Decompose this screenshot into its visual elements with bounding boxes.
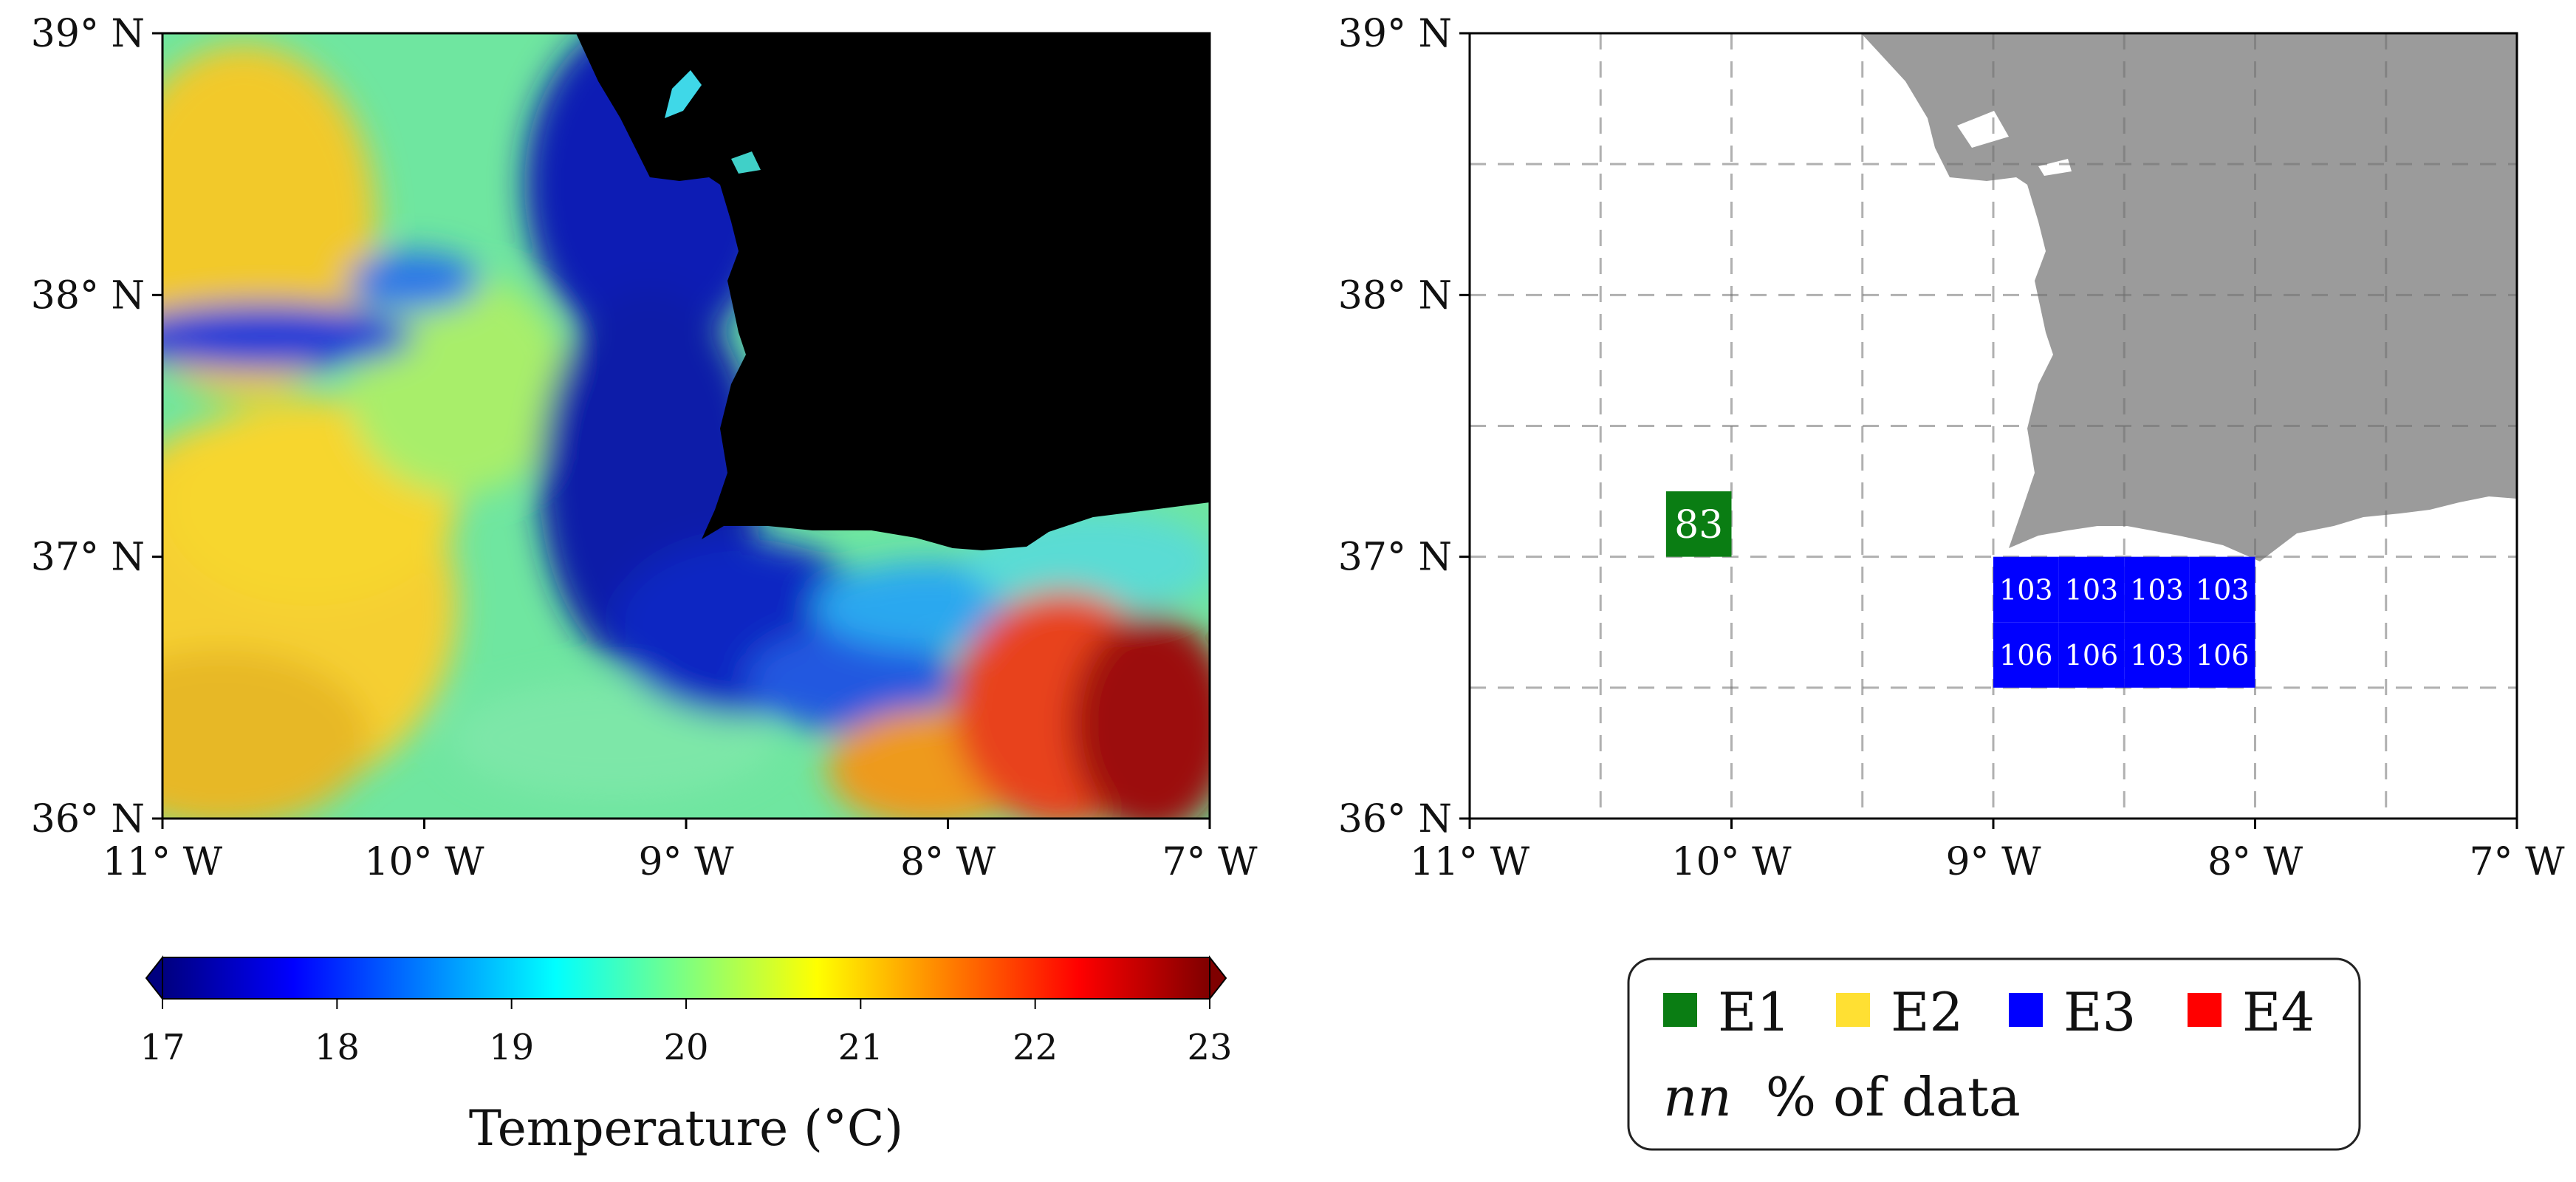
right-x-tick-label: 9° W [1945,840,2041,884]
colorbar-title: Temperature (°C) [469,1100,903,1157]
class-cell-e3 [2124,622,2190,688]
left-x-tick-label: 10° W [364,840,484,884]
colorbar-tick-labels: 17 18 19 20 21 22 23 [140,999,1233,1068]
sst-map-panel: 11° W 10° W 9° W 8° W 7° W 36° N 37° N 38° N 39… [31,12,1258,1157]
class-map-panel: 83 103 103 103 103 106 106 103 106 11° W 10° W 9° … [1338,12,2565,1151]
class-cell-value: 103 [2065,574,2119,607]
colorbar-tick-label: 22 [1013,1027,1058,1068]
colorbar-tick-label: 20 [663,1027,708,1068]
class-cell-e3 [2058,622,2125,688]
left-y-tick-label: 37° N [31,536,145,580]
class-cell-e3 [2058,556,2125,623]
class-cell-e3 [2189,622,2255,688]
right-x-tick-label: 7° W [2469,840,2565,884]
colorbar-max-extension [1209,955,1227,1001]
legend: E1 E2 E3 E4 nn % of data [1627,957,2361,1151]
colorbar-tick-label: 17 [140,1027,185,1068]
left-y-tick-label: 38° N [31,273,145,318]
class-cell-value: 103 [2130,574,2184,607]
right-y-tick-label: 39° N [1338,12,1452,56]
legend-label-e3: E3 [2063,981,2136,1043]
left-x-tick-label: 11° W [103,840,223,884]
legend-note: nn % of data [1663,1066,2021,1128]
sst-field [162,33,1210,819]
class-cell-value: 106 [2065,639,2119,672]
class-cell-value: 103 [1999,574,2053,607]
left-y-tick-label: 39° N [31,12,145,56]
legend-label-e4: E4 [2242,981,2315,1043]
left-y-tick-label: 36° N [31,797,145,841]
legend-swatch-e1 [1663,993,1697,1027]
colorbar-tick-label: 21 [838,1027,883,1068]
legend-label-e1: E1 [1718,981,1790,1043]
right-y-tick-label: 37° N [1338,536,1452,580]
class-cell-value: 103 [2196,574,2250,607]
legend-label-e2: E2 [1891,981,1963,1043]
class-cell-value: 83 [1674,503,1723,547]
class-cells: 83 103 103 103 103 106 106 103 106 [1665,491,2255,688]
right-y-tick-label: 36° N [1338,797,1452,841]
y-tick-labels-right: 36° N 37° N 38° N 39° N [1338,12,1470,841]
legend-swatch-e3 [2009,993,2043,1027]
left-x-tick-label: 8° W [900,840,996,884]
left-x-tick-label: 9° W [638,840,734,884]
class-cell-e3 [2189,556,2255,623]
class-cell-value: 106 [1999,639,2053,672]
colorbar: 17 18 19 20 21 22 23 Temperature (°C) [140,955,1233,1157]
legend-swatch-e4 [2188,993,2222,1027]
x-tick-labels-left: 11° W 10° W 9° W 8° W 7° W [103,819,1258,884]
right-y-tick-label: 38° N [1338,273,1452,318]
legend-note-symbol: nn [1663,1066,1732,1128]
right-x-tick-label: 8° W [2207,840,2303,884]
land-mask-grey [1861,33,2517,561]
class-cell-e3 [1993,556,2059,623]
class-cell-value: 106 [2196,639,2250,672]
right-x-tick-label: 11° W [1410,840,1530,884]
colorbar-min-extension [145,955,163,1001]
x-tick-labels-right: 11° W 10° W 9° W 8° W 7° W [1410,819,2565,884]
colorbar-gradient [162,957,1210,999]
class-cell-e3 [1993,622,2059,688]
colorbar-tick-label: 23 [1187,1027,1232,1068]
legend-swatch-e2 [1836,993,1870,1027]
left-x-tick-label: 7° W [1162,840,1258,884]
colorbar-tick-label: 18 [315,1027,360,1068]
legend-box [1627,957,2361,1151]
colorbar-tick-label: 19 [489,1027,534,1068]
class-map-area: 83 103 103 103 103 106 106 103 106 [1470,33,2517,819]
class-cell-e1 [1665,491,1732,557]
right-x-tick-label: 10° W [1671,840,1792,884]
legend-note-text: % of data [1766,1066,2021,1128]
y-tick-labels-left: 36° N 37° N 38° N 39° N [31,12,162,841]
class-cell-value: 103 [2130,639,2184,672]
class-cell-e3 [2124,556,2190,623]
